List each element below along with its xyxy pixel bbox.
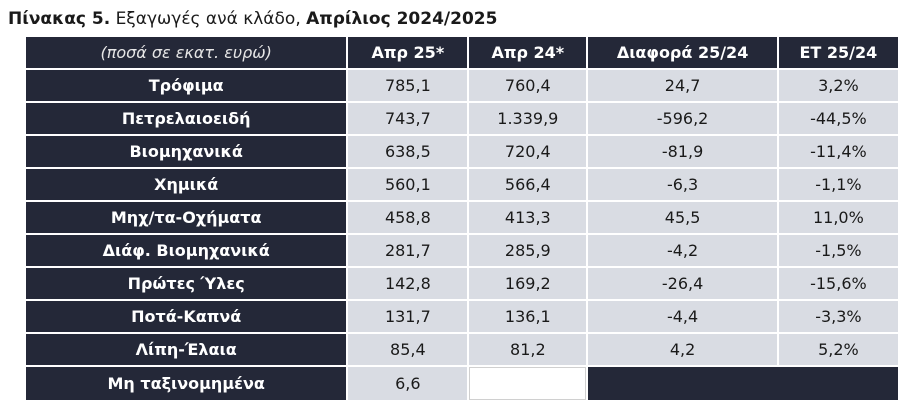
table-row: Πρώτες Ύλες 142,8 169,2 -26,4 -15,6% — [26, 268, 898, 299]
cell-difference: -4,2 — [588, 235, 777, 266]
cell-apr25: 458,8 — [348, 202, 468, 233]
table-title-text: Εξαγωγές ανά κλάδο, — [115, 9, 301, 29]
cell-difference: 4,2 — [588, 334, 777, 365]
table-header-row: (ποσά σε εκατ. ευρώ) Απρ 25* Απρ 24* Δια… — [26, 37, 898, 68]
cell-apr24: 136,1 — [469, 301, 587, 332]
cell-apr25: 785,1 — [348, 70, 468, 101]
row-label: Χημικά — [26, 169, 347, 200]
cell-apr24: 81,2 — [469, 334, 587, 365]
table-row: Μηχ/τα-Οχήματα 458,8 413,3 45,5 11,0% — [26, 202, 898, 233]
row-label: Πετρελαιοειδή — [26, 103, 347, 134]
cell-yoy: -11,4% — [778, 136, 898, 167]
table-row: Τρόφιμα 785,1 760,4 24,7 3,2% — [26, 70, 898, 101]
cell-difference: -4,4 — [588, 301, 777, 332]
row-label: Λίπη-Έλαια — [26, 334, 347, 365]
cell-apr25: 560,1 — [348, 169, 468, 200]
cell-apr24: 720,4 — [469, 136, 587, 167]
row-label: Διάφ. Βιομηχανικά — [26, 235, 347, 266]
units-label: (ποσά σε εκατ. ευρώ) — [26, 37, 347, 68]
cell-yoy: -1,5% — [778, 235, 898, 266]
cell-difference: -6,3 — [588, 169, 777, 200]
column-header-yoy: ΕΤ 25/24 — [778, 37, 898, 68]
table-row-unclassified: Μη ταξινομημένα 6,6 — [26, 367, 898, 400]
cell-apr25: 142,8 — [348, 268, 468, 299]
cell-apr24: 413,3 — [469, 202, 587, 233]
cell-apr24: 566,4 — [469, 169, 587, 200]
cell-difference: -26,4 — [588, 268, 777, 299]
column-header-apr25: Απρ 25* — [348, 37, 468, 68]
cell-difference: -81,9 — [588, 136, 777, 167]
column-header-apr24: Απρ 24* — [469, 37, 587, 68]
row-label: Πρώτες Ύλες — [26, 268, 347, 299]
cell-apr25: 85,4 — [348, 334, 468, 365]
row-label: Μηχ/τα-Οχήματα — [26, 202, 347, 233]
cell-difference: 24,7 — [588, 70, 777, 101]
cell-apr25: 281,7 — [348, 235, 468, 266]
exports-table: (ποσά σε εκατ. ευρώ) Απρ 25* Απρ 24* Δια… — [24, 35, 900, 402]
empty-dark-cell — [588, 367, 898, 400]
table-title-period: Απρίλιος 2024/2025 — [306, 9, 498, 29]
table-row: Χημικά 560,1 566,4 -6,3 -1,1% — [26, 169, 898, 200]
cell-yoy: -1,1% — [778, 169, 898, 200]
row-label: Τρόφιμα — [26, 70, 347, 101]
cell-apr24: 1.339,9 — [469, 103, 587, 134]
cell-difference: -596,2 — [588, 103, 777, 134]
cell-apr25: 743,7 — [348, 103, 468, 134]
cell-yoy: 11,0% — [778, 202, 898, 233]
cell-apr24: 169,2 — [469, 268, 587, 299]
table-row: Ποτά-Καπνά 131,7 136,1 -4,4 -3,3% — [26, 301, 898, 332]
cell-yoy: 3,2% — [778, 70, 898, 101]
cell-apr25: 131,7 — [348, 301, 468, 332]
table-title: Πίνακας 5. Εξαγωγές ανά κλάδο, Απρίλιος … — [8, 8, 497, 30]
cell-apr25: 6,6 — [348, 367, 468, 400]
cell-yoy: -44,5% — [778, 103, 898, 134]
cell-yoy: -3,3% — [778, 301, 898, 332]
table-row: Πετρελαιοειδή 743,7 1.339,9 -596,2 -44,5… — [26, 103, 898, 134]
table-number: Πίνακας 5. — [8, 9, 111, 29]
cell-apr25: 638,5 — [348, 136, 468, 167]
table-row: Διάφ. Βιομηχανικά 281,7 285,9 -4,2 -1,5% — [26, 235, 898, 266]
row-label: Μη ταξινομημένα — [26, 367, 347, 400]
table-row: Βιομηχανικά 638,5 720,4 -81,9 -11,4% — [26, 136, 898, 167]
cell-apr24: 285,9 — [469, 235, 587, 266]
row-label: Ποτά-Καπνά — [26, 301, 347, 332]
row-label: Βιομηχανικά — [26, 136, 347, 167]
table-row: Λίπη-Έλαια 85,4 81,2 4,2 5,2% — [26, 334, 898, 365]
cell-yoy: 5,2% — [778, 334, 898, 365]
cell-apr24: 760,4 — [469, 70, 587, 101]
column-header-difference: Διαφορά 25/24 — [588, 37, 777, 68]
cell-yoy: -15,6% — [778, 268, 898, 299]
empty-cell — [469, 367, 587, 400]
cell-difference: 45,5 — [588, 202, 777, 233]
